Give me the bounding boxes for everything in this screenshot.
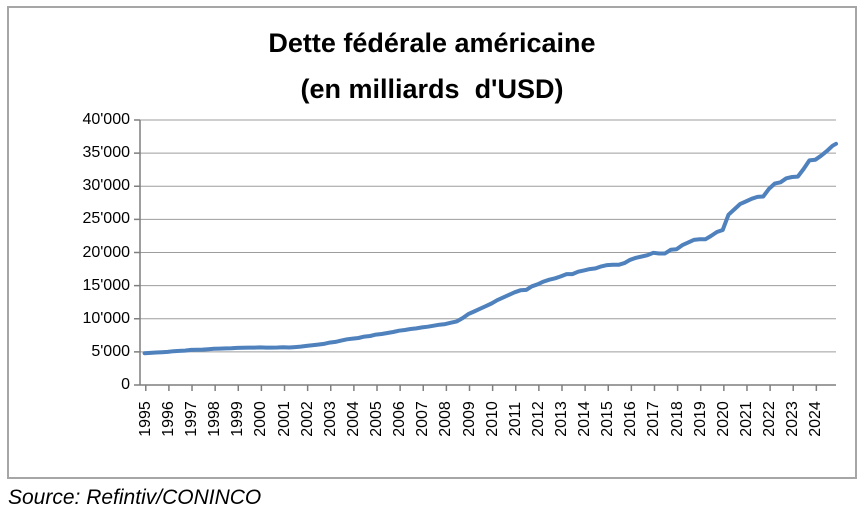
x-axis-label: 2018 bbox=[668, 401, 686, 437]
x-axis-label: 2001 bbox=[275, 401, 293, 437]
x-axis-label: 2024 bbox=[807, 401, 825, 437]
x-axis-label: 2023 bbox=[784, 401, 802, 437]
chart-title-line1: Dette fédérale américaine bbox=[268, 28, 596, 58]
x-axis-label: 2020 bbox=[714, 401, 732, 437]
x-axis-label: 2021 bbox=[737, 401, 755, 437]
x-axis-label: 2010 bbox=[483, 401, 501, 437]
x-axis-label: 1995 bbox=[136, 401, 154, 437]
x-axis-label: 2019 bbox=[691, 401, 709, 437]
source-caption: Source: Refintiv/CONINCO bbox=[8, 486, 262, 509]
x-axis-label: 2016 bbox=[622, 401, 640, 437]
x-axis-label: 2015 bbox=[599, 401, 617, 437]
x-axis-label: 2022 bbox=[761, 401, 779, 437]
y-axis-label: 0 bbox=[121, 376, 130, 393]
x-axis-label: 1999 bbox=[229, 401, 247, 437]
x-axis-label: 2008 bbox=[437, 401, 455, 437]
x-axis-label: 2012 bbox=[529, 401, 547, 437]
x-axis-label: 2017 bbox=[645, 401, 663, 437]
x-axis-label: 2003 bbox=[321, 401, 339, 437]
x-axis-label: 2000 bbox=[252, 401, 270, 437]
x-axis-label: 2014 bbox=[576, 401, 594, 437]
x-axis-label: 1998 bbox=[206, 401, 224, 437]
y-axis-label: 5'000 bbox=[91, 342, 130, 360]
y-axis-label: 35'000 bbox=[82, 144, 130, 162]
y-axis-label: 10'000 bbox=[82, 309, 130, 327]
x-axis-label: 1996 bbox=[159, 401, 177, 437]
chart-title: Dette fédérale américaine (en milliards … bbox=[9, 20, 855, 112]
x-axis-label: 2011 bbox=[506, 401, 524, 437]
y-axis-label: 40'000 bbox=[82, 111, 130, 128]
chart-title-line2: (en milliards d'USD) bbox=[300, 74, 564, 104]
x-axis-label: 2009 bbox=[460, 401, 478, 437]
x-axis-label: 2007 bbox=[414, 401, 432, 437]
x-axis-label: 2005 bbox=[368, 401, 385, 437]
x-axis-label: 2006 bbox=[391, 401, 409, 437]
y-axis-label: 20'000 bbox=[82, 243, 130, 261]
x-axis-label: 1997 bbox=[183, 401, 201, 437]
x-axis-label: 2013 bbox=[552, 401, 570, 437]
y-axis-label: 25'000 bbox=[82, 210, 130, 228]
x-axis-label: 2002 bbox=[298, 401, 316, 437]
x-axis-label: 2004 bbox=[344, 401, 362, 437]
y-axis-label: 30'000 bbox=[82, 177, 130, 195]
y-axis-label: 15'000 bbox=[82, 276, 130, 294]
